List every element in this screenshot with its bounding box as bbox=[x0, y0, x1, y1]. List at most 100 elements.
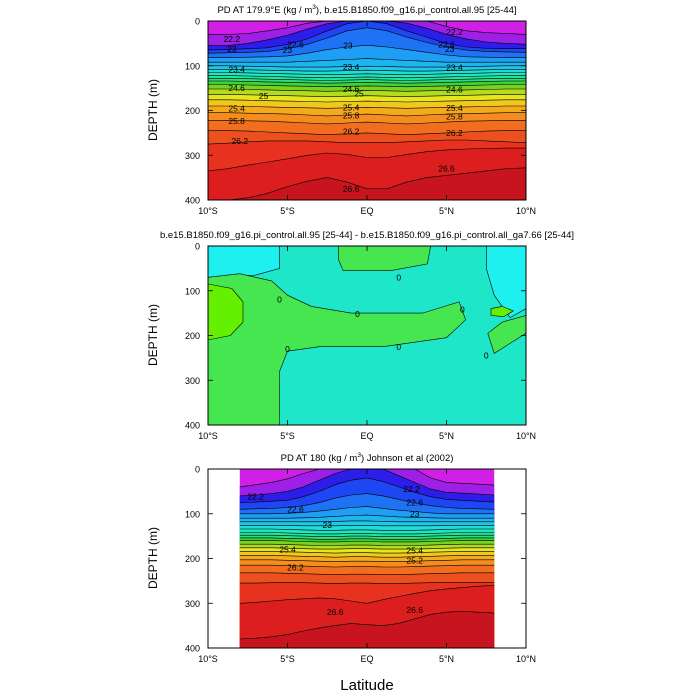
x-tick-label: EQ bbox=[360, 206, 373, 216]
contour-line-24.2 bbox=[239, 534, 495, 537]
contour-label: 0 bbox=[460, 305, 465, 315]
contour-line-24.8 bbox=[208, 88, 526, 92]
x-tick-label: 10°S bbox=[198, 206, 218, 216]
x-tick-label: 5°N bbox=[439, 431, 454, 441]
contour-line-22.2 bbox=[208, 21, 526, 35]
y-tick-label: 400 bbox=[185, 421, 200, 431]
y-tick-label: 0 bbox=[195, 242, 200, 252]
plot-title-1: PD AT 179.9°E (kg / m3), b.e15.B1850.f09… bbox=[217, 3, 517, 16]
contour-label: 24.6 bbox=[343, 84, 360, 94]
y-tick-label: 100 bbox=[185, 509, 200, 519]
contour-line-22.6 bbox=[239, 477, 495, 503]
contour-label: 24.6 bbox=[228, 83, 245, 93]
difference-region bbox=[490, 306, 514, 318]
contour-line-26.6 bbox=[208, 167, 526, 200]
contour-label: 25.4 bbox=[279, 545, 296, 555]
contour-label: 25 bbox=[354, 88, 364, 98]
contour-line-23 bbox=[239, 506, 495, 515]
contour-line-24.8 bbox=[239, 543, 495, 546]
contour-label: 0 bbox=[396, 342, 401, 352]
contour-line-23.8 bbox=[208, 72, 526, 76]
contour-label: 25.4 bbox=[343, 102, 360, 112]
contour-label: 25.4 bbox=[446, 103, 463, 113]
contour-label: 22.2 bbox=[446, 27, 463, 37]
contour-line-26.6 bbox=[239, 610, 495, 640]
x-tick-label: 10°N bbox=[516, 206, 536, 216]
contour-label: 25 bbox=[259, 91, 269, 101]
contour-label: 22.2 bbox=[403, 484, 420, 494]
contour-line-23.4 bbox=[239, 520, 495, 523]
contour-label: 23 bbox=[283, 45, 293, 55]
plot-title-2: b.e15.B1850.f09_g16.pi_control.all.95 [2… bbox=[159, 230, 575, 241]
contour-line-23.6 bbox=[208, 69, 526, 72]
contour-label: 0 bbox=[277, 295, 282, 305]
contour-label: 23.4 bbox=[228, 64, 245, 74]
contour-line-22.6 bbox=[208, 21, 526, 51]
contour-label: 23.4 bbox=[446, 63, 463, 73]
contour-line-24.6 bbox=[208, 84, 526, 88]
x-tick-label: 10°N bbox=[516, 654, 536, 664]
contour-line-26.2 bbox=[208, 139, 526, 145]
contour-label: 25.4 bbox=[228, 104, 245, 114]
contour-label: 23 bbox=[343, 41, 353, 51]
contour-label: 0 bbox=[285, 344, 290, 354]
contour-label: 26.2 bbox=[232, 136, 249, 146]
y-tick-label: 100 bbox=[185, 61, 200, 71]
y-tick-label: 300 bbox=[185, 376, 200, 386]
contour-line-25.6 bbox=[239, 559, 495, 562]
x-tick-label: 5°N bbox=[439, 206, 454, 216]
contour-label: 22.6 bbox=[438, 40, 455, 50]
x-tick-label: 5°S bbox=[280, 654, 295, 664]
contour-line-25 bbox=[239, 547, 495, 550]
x-tick-label: 10°S bbox=[198, 654, 218, 664]
contour-line-22.8 bbox=[208, 27, 526, 54]
contour-label: 26.2 bbox=[446, 128, 463, 138]
contour-line-25.8 bbox=[239, 564, 495, 568]
contour-line-24.4 bbox=[239, 537, 495, 540]
contour-line-23.4 bbox=[208, 65, 526, 68]
y-tick-label: 300 bbox=[185, 151, 200, 161]
contour-label: 25.8 bbox=[446, 111, 463, 121]
difference-region bbox=[208, 283, 244, 341]
contour-line-24.4 bbox=[208, 80, 526, 84]
contour-label: 23 bbox=[323, 520, 333, 530]
contour-label: 23 bbox=[410, 509, 420, 519]
y-tick-label: 200 bbox=[185, 554, 200, 564]
contour-label: 26.6 bbox=[406, 605, 423, 615]
contour-label: 26.6 bbox=[327, 607, 344, 617]
contour-fill-26.6 bbox=[208, 167, 526, 200]
contour-label: 22.2 bbox=[247, 492, 264, 502]
contour-line-26 bbox=[239, 572, 495, 575]
contour-label: 25.8 bbox=[228, 116, 245, 126]
y-tick-label: 200 bbox=[185, 331, 200, 341]
x-tick-label: 5°N bbox=[439, 654, 454, 664]
contour-line-24 bbox=[239, 532, 495, 535]
contour-line-23.8 bbox=[239, 528, 495, 531]
contour-line-23 bbox=[208, 44, 526, 58]
contour-label: 25.4 bbox=[406, 545, 423, 555]
contour-line-24 bbox=[208, 75, 526, 79]
contour-label: 23.4 bbox=[343, 62, 360, 72]
y-tick-label: 0 bbox=[195, 17, 200, 27]
y-tick-label: 400 bbox=[185, 644, 200, 654]
contour-line-23.2 bbox=[239, 514, 495, 519]
difference-region bbox=[485, 246, 526, 318]
contour-line-22.2 bbox=[239, 469, 495, 488]
contour-line-22.4 bbox=[208, 21, 526, 46]
difference-region bbox=[208, 246, 280, 278]
contour-label: 26.2 bbox=[343, 127, 360, 137]
contour-label: 22.6 bbox=[406, 498, 423, 508]
y-tick-label: 400 bbox=[185, 196, 200, 206]
contour-label: 0 bbox=[355, 309, 360, 319]
contour-label: 23 bbox=[445, 44, 455, 54]
y-tick-label: 200 bbox=[185, 106, 200, 116]
plot-title-3: PD AT 180 (kg / m3) Johnson et al (2002) bbox=[280, 451, 454, 464]
x-tick-label: EQ bbox=[360, 431, 373, 441]
contour-label: 22.6 bbox=[287, 504, 304, 514]
y-tick-label: 0 bbox=[195, 465, 200, 475]
